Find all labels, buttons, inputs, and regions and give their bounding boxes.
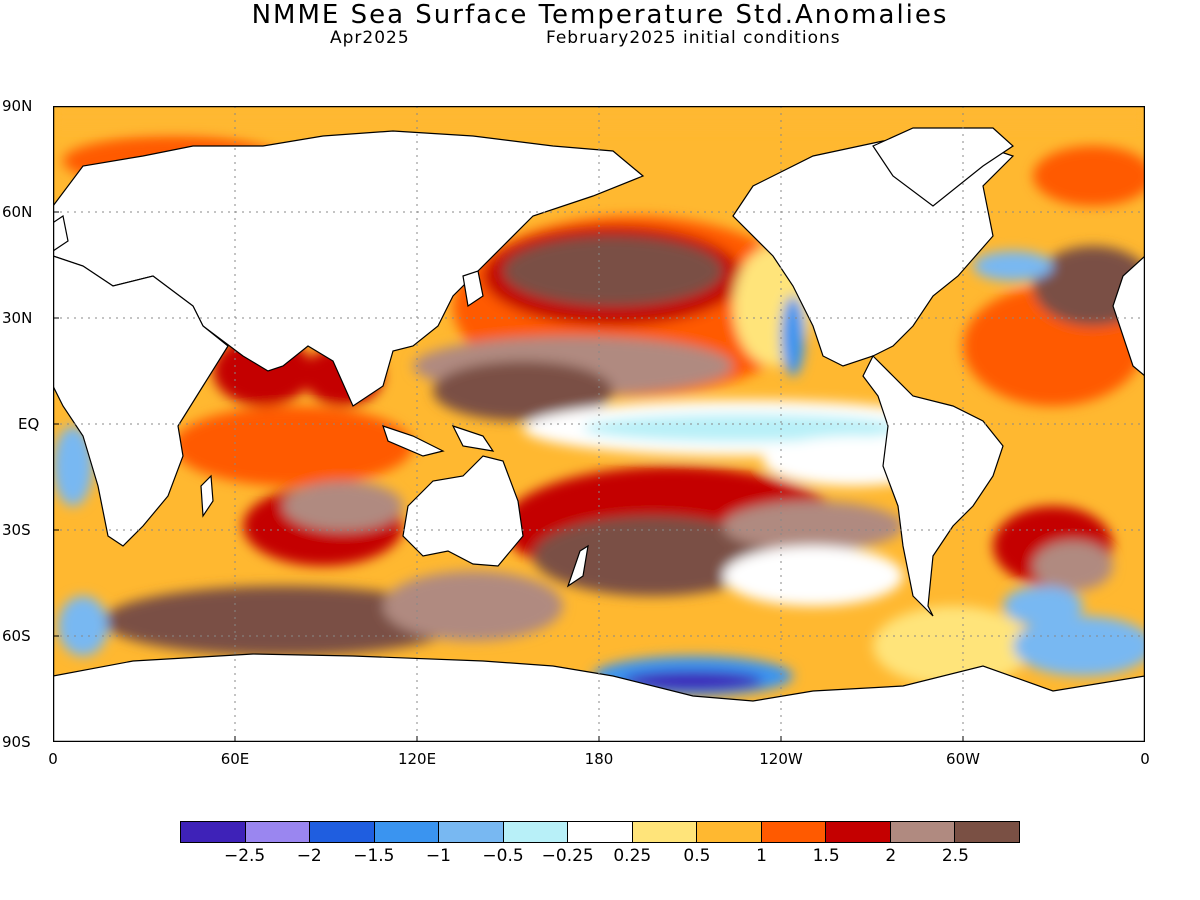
forecast-month: Apr2025 <box>330 28 410 48</box>
colorbar-box <box>374 822 440 842</box>
colorbar-label: −0.5 <box>482 846 524 866</box>
axis-ticks <box>53 211 964 742</box>
colorbar-label: 0.25 <box>613 846 652 866</box>
lon-label-120w: 120W <box>759 750 803 768</box>
colorbar-label: 1 <box>756 846 767 866</box>
map-title: NMME Sea Surface Temperature Std.Anomali… <box>251 0 949 30</box>
initial-conditions: February2025 initial conditions <box>546 28 841 48</box>
colorbar <box>180 821 1020 843</box>
colorbar-box <box>761 822 827 842</box>
lat-label-90n: 90N <box>2 97 33 115</box>
anomaly-map-svg <box>53 106 1145 742</box>
colorbar-box <box>568 822 633 842</box>
colorbar-box <box>181 822 246 842</box>
colorbar-box <box>439 822 504 842</box>
colorbar-box <box>503 822 569 842</box>
lat-label-30n: 30N <box>2 309 33 327</box>
colorbar-box <box>245 822 311 842</box>
colorbar-box <box>826 822 891 842</box>
colorbar-label: −2.5 <box>223 846 266 866</box>
colorbar-label: −1.5 <box>353 846 395 866</box>
colorbar-label: 0.5 <box>683 846 711 866</box>
colorbar-box <box>955 822 1019 842</box>
lon-label-0-west: 0 <box>48 750 58 768</box>
colorbar-label: 2 <box>885 846 897 866</box>
colorbar-label: −2 <box>296 846 322 866</box>
anomaly-map <box>53 106 1145 742</box>
colorbar-box <box>890 822 956 842</box>
colorbar-box <box>697 822 762 842</box>
colorbar-box <box>310 822 375 842</box>
lon-label-60e: 60E <box>220 750 250 768</box>
lat-label-90s: 90S <box>2 733 31 751</box>
lat-label-60s: 60S <box>2 627 31 645</box>
colorbar-label: 2.5 <box>941 846 969 866</box>
lon-label-180: 180 <box>584 750 614 768</box>
colorbar-label: −1 <box>425 846 451 866</box>
colorbar-label: 1.5 <box>812 846 840 866</box>
colorbar-box <box>632 822 698 842</box>
lat-label-eq: EQ <box>18 415 40 433</box>
lon-label-60w: 60W <box>946 750 980 768</box>
lon-label-120e: 120E <box>397 750 437 768</box>
colorbar-label: −0.25 <box>541 846 594 866</box>
lat-label-30s: 30S <box>2 521 31 539</box>
graticule <box>53 106 1145 742</box>
lon-label-0-east: 0 <box>1140 750 1150 768</box>
continents <box>53 127 1145 742</box>
lat-label-60n: 60N <box>2 203 33 221</box>
